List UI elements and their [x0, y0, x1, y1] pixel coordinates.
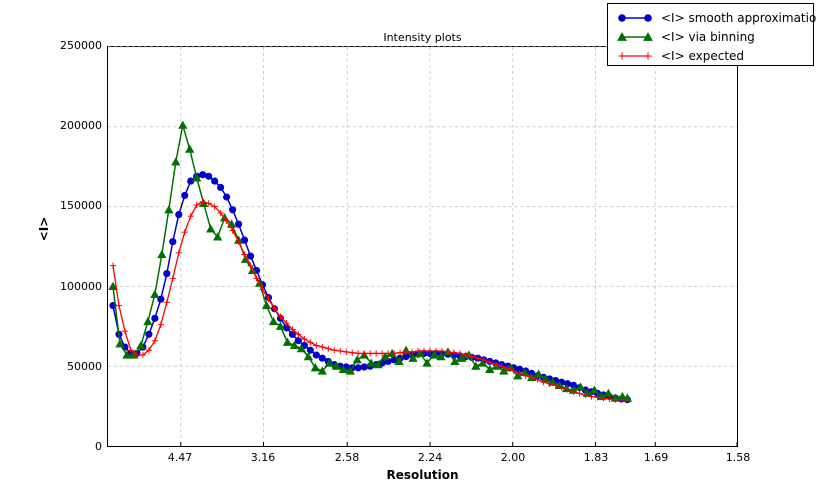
- x-tick-label: 3.16: [250, 451, 276, 464]
- x-tick-label: 2.00: [500, 451, 526, 464]
- x-tick-label: 2.58: [334, 451, 360, 464]
- legend-item[interactable]: <I> smooth approximation: [613, 8, 817, 27]
- plot-area: [107, 46, 738, 447]
- x-tick-label: 2.24: [417, 451, 443, 464]
- legend-label: <I> via binning: [661, 29, 755, 44]
- x-tick-label: 4.47: [167, 451, 193, 464]
- x-tick-label: 1.83: [583, 451, 609, 464]
- series-circle: [109, 171, 631, 404]
- x-axis-label: Resolution: [386, 468, 459, 482]
- y-axis-tick-labels: 0 50000 100000 150000 200000 250000: [32, 0, 102, 492]
- legend-marker-plus: [618, 51, 652, 60]
- legend-marker-triangle: [617, 31, 653, 41]
- y-tick-label: 150000: [60, 199, 102, 213]
- series-triangle: [108, 120, 632, 402]
- legend-item[interactable]: <I> via binning: [613, 27, 808, 46]
- data-series-layer: [108, 120, 632, 404]
- legend-label: <I> smooth approximation: [661, 10, 817, 25]
- chart-title: Intensity plots: [383, 31, 462, 44]
- y-tick-label: 100000: [60, 279, 102, 293]
- legend-box: <I> smooth approximation <I> via binning <…: [607, 3, 817, 66]
- y-tick-label: 50000: [67, 359, 102, 373]
- series-plus: [109, 198, 631, 403]
- legend-item[interactable]: <I> expected: [613, 46, 808, 65]
- y-tick-label: 250000: [60, 39, 102, 52]
- y-axis-label: <I>: [37, 216, 51, 242]
- legend-marker-circle: [618, 13, 652, 22]
- legend-label: <I> expected: [661, 48, 745, 63]
- x-tick-label: 1.58: [725, 451, 751, 464]
- x-tick-label: 1.69: [643, 451, 669, 464]
- y-tick-label: 0: [95, 440, 102, 453]
- y-tick-label: 200000: [60, 119, 102, 133]
